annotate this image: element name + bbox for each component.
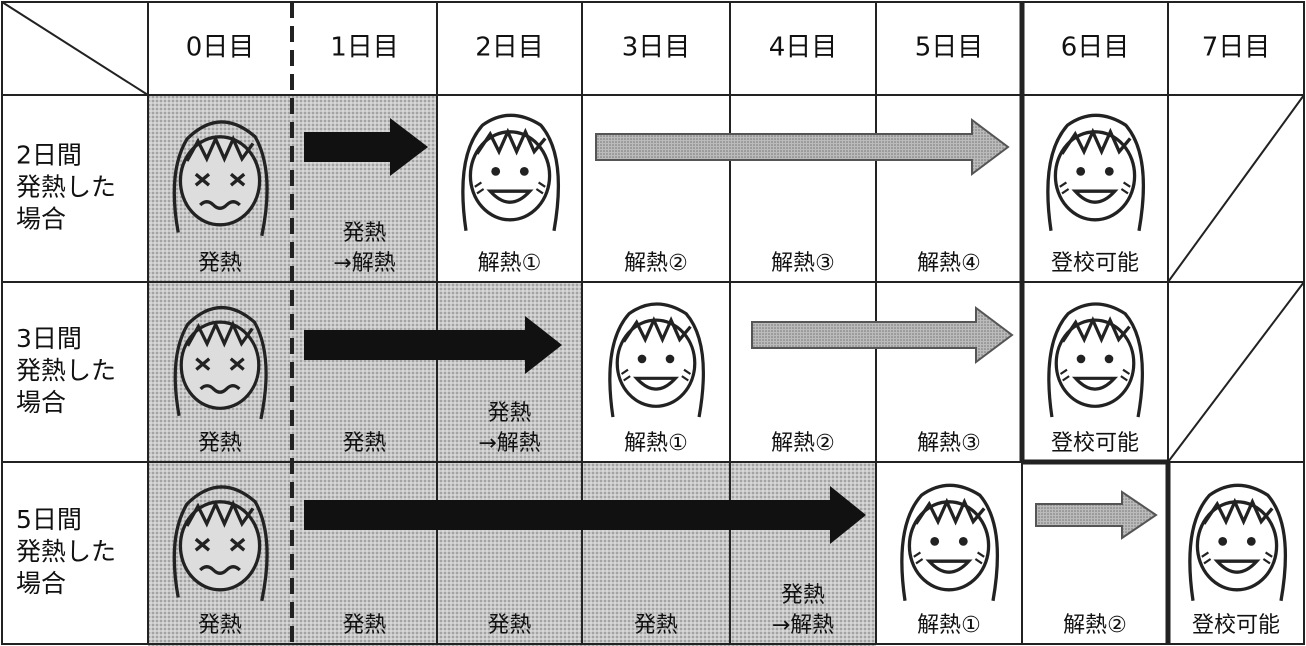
cell-label: 解熱③ [917, 431, 981, 456]
row-label: 発熱した [16, 173, 116, 202]
column-header: 3日目 [622, 33, 691, 63]
cell-label: 解熱④ [917, 251, 981, 276]
cell-label: 解熱② [624, 251, 688, 276]
cell-label: 解熱② [1063, 613, 1127, 638]
cell-label: 発熱 [342, 431, 386, 456]
row-label: 場合 [16, 569, 66, 598]
cell-label: 解熱① [478, 251, 542, 276]
row-label: 場合 [16, 388, 66, 417]
cell-label: →解熱 [333, 251, 395, 276]
row-label: 5日間 [16, 505, 82, 534]
column-header: 7日目 [1202, 33, 1271, 63]
cell-label: →解熱 [478, 431, 540, 456]
cell-label: 解熱① [624, 431, 688, 456]
cell-label: 発熱 [198, 431, 242, 456]
cell-label: →解熱 [772, 613, 834, 638]
cell-label: 解熱② [771, 431, 835, 456]
cell-label: 発熱 [342, 221, 386, 246]
column-header: 2日目 [475, 33, 544, 63]
cell-label: 発熱 [487, 401, 531, 426]
cell-label: 発熱 [634, 613, 678, 638]
fever-shading [148, 95, 876, 646]
column-header: 5日目 [915, 33, 984, 63]
cell-label: 発熱 [487, 613, 531, 638]
column-header: 4日目 [769, 33, 838, 63]
row-label: 3日間 [16, 324, 82, 353]
row-label: 発熱した [16, 537, 116, 566]
row-label: 場合 [16, 205, 66, 234]
row-label: 2日間 [16, 141, 82, 170]
cell-label: 発熱 [198, 613, 242, 638]
cell-label: 発熱 [198, 251, 242, 276]
column-header: 0日目 [186, 33, 255, 63]
row-label: 発熱した [16, 356, 116, 385]
column-header: 1日目 [330, 33, 399, 63]
cell-label: 解熱③ [771, 251, 835, 276]
cell-label: 発熱 [342, 613, 386, 638]
cell-label: 登校可能 [1051, 251, 1139, 276]
column-header: 6日目 [1061, 33, 1130, 63]
cell-label: 登校可能 [1051, 431, 1139, 456]
arrows [304, 118, 1158, 544]
cell-label: 解熱① [917, 613, 981, 638]
cell-label: 発熱 [781, 583, 825, 608]
cell-label: 登校可能 [1192, 613, 1280, 638]
